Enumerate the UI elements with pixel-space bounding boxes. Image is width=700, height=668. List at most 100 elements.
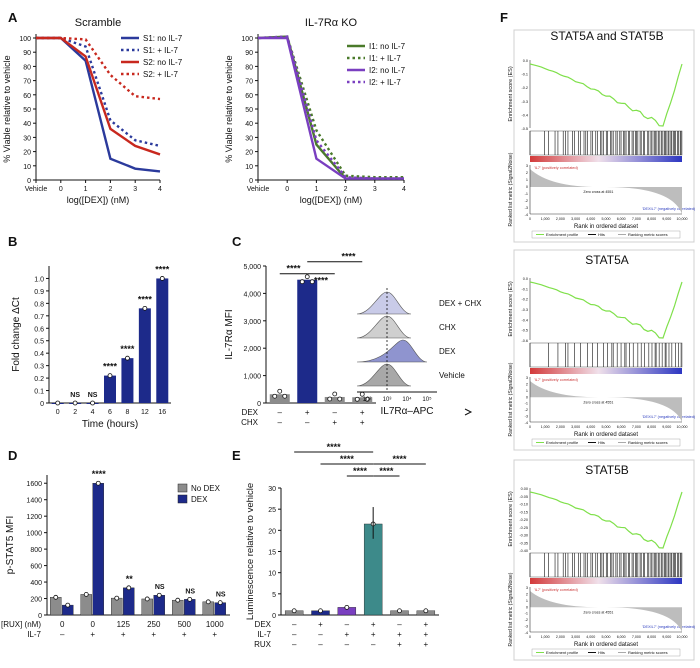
es-tick-label: -0.4 — [521, 318, 528, 322]
data-point — [304, 274, 310, 280]
rank-tick-label: 1,000 — [541, 217, 550, 221]
bar — [324, 396, 345, 403]
panel-letter-b: B — [8, 234, 17, 249]
histogram-trace — [356, 363, 412, 387]
data-point — [53, 594, 59, 600]
rank-tick-label: 5,000 — [602, 217, 611, 221]
bar — [156, 278, 169, 403]
legend-entry: S1: + IL-7 — [143, 46, 178, 55]
inset-x-label: IL7Rα–APC — [380, 406, 433, 417]
data-point — [217, 600, 223, 606]
series-line — [257, 35, 404, 180]
row-sign: – — [318, 630, 323, 639]
y-tick-label: 40 — [245, 121, 253, 128]
y-tick-label: 0 — [38, 613, 42, 620]
y-axis-label: Fold change ΔCt — [11, 297, 22, 372]
es-tick-label: -0.30 — [519, 534, 528, 538]
legend-entry: S1: no IL-7 — [143, 34, 183, 43]
rank-gradient-bar — [530, 578, 682, 584]
row-sign: 0 — [91, 620, 96, 629]
x-tick-label: 0 — [59, 186, 63, 193]
bar — [153, 595, 165, 616]
x-tick-label: 6 — [108, 409, 112, 416]
data-point — [277, 388, 283, 394]
metric-tick-label: 3 — [526, 376, 528, 380]
x-axis-label: Time (hours) — [82, 419, 138, 430]
zero-cross-label: Zero cross at 4551 — [583, 610, 613, 614]
es-tick-label: -0.5 — [521, 127, 528, 131]
es-tick-label: -0.35 — [519, 541, 528, 545]
row-sign: – — [345, 620, 350, 629]
bar — [92, 483, 104, 616]
significance-label: **** — [353, 466, 368, 476]
legend-entry: I2: no IL-7 — [369, 66, 406, 75]
y-tick-label: 0 — [272, 613, 276, 620]
y-tick-label: 10 — [23, 164, 31, 171]
rank-tick-label: 10,000 — [677, 635, 688, 639]
legend-entry: No DEX — [191, 484, 221, 493]
y-axis-label: Luminescence relative to vehicle — [245, 483, 256, 620]
data-point — [95, 480, 101, 486]
histogram-trace — [356, 315, 412, 339]
y-tick-label: 60 — [245, 93, 253, 100]
row-label: RUX — [254, 640, 272, 649]
inset-tick-label: 10² — [363, 397, 372, 403]
row-sign: + — [318, 620, 323, 629]
legend-entry: S2: no IL-7 — [143, 58, 183, 67]
data-point — [72, 400, 78, 406]
inset-tick-label: 10⁴ — [402, 396, 412, 403]
data-point — [309, 279, 315, 285]
metric-tick-label: 2 — [526, 592, 528, 596]
legend-entry: Hits — [598, 440, 605, 445]
es-tick-label: -0.10 — [519, 503, 528, 507]
row-sign: – — [371, 640, 376, 649]
row-sign: + — [423, 640, 428, 649]
gsea-legend-frame — [531, 230, 681, 239]
significance-label: **** — [286, 264, 301, 274]
rank-tick-label: 5,000 — [602, 635, 611, 639]
es-tick-label: -0.3 — [521, 308, 528, 312]
row-label: IL-7 — [257, 630, 271, 639]
zero-cross-label: Zero cross at 4551 — [583, 400, 613, 404]
x-tick-label: 0 — [285, 186, 289, 193]
row-label: [RUX] (nM) — [1, 620, 41, 629]
enrichment-curve — [529, 281, 683, 339]
x-tick-label: 2 — [108, 186, 112, 193]
inset-track-label: DEX — [439, 347, 456, 356]
y-tick-label: 60 — [23, 93, 31, 100]
es-tick-label: -0.3 — [521, 100, 528, 104]
rank-tick-label: 7,000 — [632, 635, 641, 639]
row-label: DEX — [242, 408, 259, 417]
rank-tick-label: 2,000 — [556, 425, 565, 429]
hits-frame — [529, 342, 683, 368]
y-axis-label: % Viable relative to vehicle — [2, 55, 12, 162]
row-sign: + — [121, 630, 126, 639]
rank-tick-label: 0 — [529, 635, 531, 639]
legend-entry: Ranking metric scores — [628, 650, 668, 655]
gsea-title: STAT5B — [585, 463, 629, 477]
x-tick-label: 8 — [125, 409, 129, 416]
histogram-trace — [356, 291, 412, 315]
es-tick-label: -0.40 — [519, 549, 528, 553]
row-sign: 1000 — [206, 620, 224, 629]
es-tick-label: -0.1 — [521, 73, 528, 77]
neg-correlated-label: 'DEXIL7' (negatively correlated) — [642, 625, 696, 629]
metric-tick-label: 3 — [526, 164, 528, 168]
metric-tick-label: 0 — [526, 605, 528, 609]
metric-tick-label: -4 — [525, 421, 528, 425]
data-point — [337, 396, 343, 402]
y-tick-label: 200 — [30, 597, 42, 604]
legend-entry: I1: + IL-7 — [369, 54, 401, 63]
es-tick-label: -0.6 — [521, 339, 528, 343]
es-axis-label: Enrichment score (ES) — [508, 66, 514, 121]
y-tick-label: 20 — [23, 150, 31, 157]
row-sign: + — [423, 620, 428, 629]
row-sign: – — [305, 418, 310, 427]
y-tick-label: 0 — [249, 178, 253, 185]
x-tick-label: 3 — [133, 186, 137, 193]
y-tick-label: 70 — [245, 79, 253, 86]
data-point — [142, 305, 148, 311]
enrichment-curve — [529, 491, 683, 549]
rank-tick-label: 3,000 — [571, 635, 580, 639]
zero-cross-label: Zero cross at 4551 — [583, 190, 613, 194]
